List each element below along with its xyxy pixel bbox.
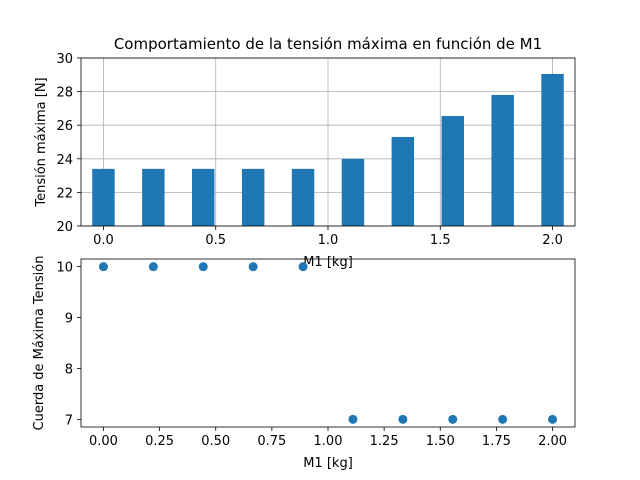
y-tick-label: 9 bbox=[65, 312, 73, 327]
x-tick-label: 2.0 bbox=[542, 233, 563, 248]
x-tick-label: 0.50 bbox=[201, 434, 230, 449]
x-tick-label: 1.00 bbox=[314, 434, 343, 449]
x-tick-label: 1.50 bbox=[426, 434, 455, 449]
points bbox=[98, 262, 558, 424]
bar bbox=[192, 168, 215, 226]
x-tick-label: 1.0 bbox=[318, 233, 339, 248]
bar bbox=[142, 168, 165, 226]
x-axis-ticks: 0.0 0.5 1.0 1.5 2.0 bbox=[93, 226, 563, 248]
x-tick-label: 1.75 bbox=[482, 434, 511, 449]
x-axis-label: M1 [kg] bbox=[303, 255, 353, 270]
bar bbox=[92, 168, 115, 226]
scatter-point bbox=[198, 262, 208, 272]
y-tick-label: 10 bbox=[56, 261, 73, 276]
x-tick-label: 0.25 bbox=[145, 434, 174, 449]
bar bbox=[341, 158, 365, 226]
y-tick-label: 26 bbox=[56, 119, 73, 134]
x-tick-label: 1.5 bbox=[430, 233, 451, 248]
bar bbox=[541, 73, 564, 227]
scatter-point bbox=[298, 262, 308, 272]
x-axis-label: M1 [kg] bbox=[303, 456, 353, 471]
scatter-chart: 0.00 0.25 0.50 0.75 1.00 1.25 1.50 1.75 2.00 7 8 9… bbox=[32, 256, 576, 471]
bar-chart: Comportamiento de la tensión máxima en f… bbox=[34, 35, 576, 270]
y-axis-ticks: 7 8 9 10 bbox=[56, 261, 81, 428]
y-tick-label: 22 bbox=[56, 186, 73, 201]
y-tick-label: 8 bbox=[65, 362, 73, 377]
scatter-point bbox=[448, 414, 458, 424]
plot-frame bbox=[80, 258, 576, 428]
y-tick-label: 24 bbox=[56, 153, 73, 168]
x-tick-label: 0.00 bbox=[89, 434, 118, 449]
x-tick-label: 0.75 bbox=[257, 434, 286, 449]
y-axis-ticks: 20 22 24 26 28 30 bbox=[56, 52, 81, 235]
chart-title: Comportamiento de la tensión máxima en f… bbox=[114, 35, 542, 53]
scatter-point bbox=[398, 414, 408, 424]
scatter-point bbox=[498, 414, 508, 424]
x-tick-label: 0.5 bbox=[205, 233, 226, 248]
x-tick-label: 1.25 bbox=[370, 434, 399, 449]
scatter-point bbox=[148, 262, 158, 272]
y-tick-label: 20 bbox=[56, 220, 73, 235]
scatter-point bbox=[348, 414, 358, 424]
x-axis-ticks: 0.00 0.25 0.50 0.75 1.00 1.25 1.50 1.75 2.00 bbox=[89, 427, 567, 449]
bar bbox=[291, 168, 315, 226]
y-tick-label: 7 bbox=[65, 413, 73, 428]
scatter-point bbox=[548, 414, 558, 424]
x-tick-label: 2.00 bbox=[538, 434, 567, 449]
y-tick-label: 28 bbox=[56, 86, 73, 101]
y-axis-label: Tensión máxima [N] bbox=[34, 77, 49, 207]
x-tick-label: 0.0 bbox=[93, 233, 114, 248]
bars bbox=[92, 73, 564, 227]
bar bbox=[491, 94, 514, 227]
bar bbox=[391, 136, 415, 226]
scatter-point bbox=[248, 262, 258, 272]
bar bbox=[241, 168, 265, 226]
scatter-point bbox=[98, 262, 108, 272]
bar bbox=[441, 115, 464, 226]
y-axis-label: Cuerda de Máxima Tensión bbox=[32, 256, 47, 431]
plot-frame bbox=[80, 57, 576, 227]
y-tick-label: 30 bbox=[56, 52, 73, 67]
